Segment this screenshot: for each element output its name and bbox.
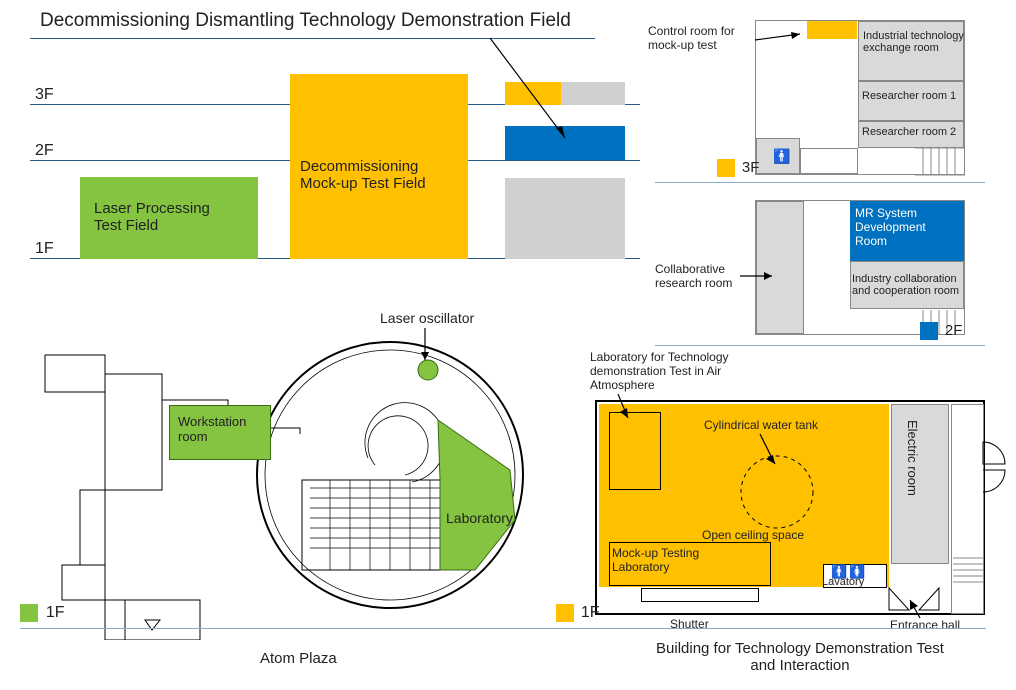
page-title: Decommissioning Dismantling Technology D… bbox=[40, 10, 571, 32]
f2-mr-label: MR System Development Room bbox=[855, 206, 926, 248]
f1-legend-text: 1F bbox=[581, 604, 600, 621]
f2-legend: 2F bbox=[920, 322, 962, 340]
f1-lab-air-label: Laboratory for Technology demonstration … bbox=[590, 350, 729, 392]
f1-electric-room bbox=[891, 404, 949, 564]
mockup-field-label: Decommissioning Mock-up Test Field bbox=[300, 158, 426, 192]
f1-shutter bbox=[641, 588, 759, 602]
plaza-caption: Atom Plaza bbox=[260, 650, 337, 667]
laser-oscillator-label: Laser oscillator bbox=[380, 310, 474, 326]
f3-legend-text: 3F bbox=[742, 159, 760, 176]
f1-open-ceiling: Open ceiling space bbox=[702, 528, 804, 542]
f3-itx-label: Industrial technology exchange room bbox=[863, 30, 964, 54]
f1-electric-label: Electric room bbox=[905, 420, 920, 496]
chart-2f-blue bbox=[505, 126, 625, 160]
f1-entrance-label: Entrance hall bbox=[890, 618, 960, 632]
title-underline bbox=[30, 38, 595, 39]
floor-label-2f: 2F bbox=[35, 142, 54, 160]
f3-baseline bbox=[655, 182, 985, 183]
f1-mockup-lab: Mock-up Testing Laboratory bbox=[612, 546, 699, 574]
floor-label-1f: 1F bbox=[35, 240, 54, 258]
f2-collab-room bbox=[756, 201, 804, 334]
f2-industry-label: Industry collaboration and cooperation r… bbox=[852, 273, 959, 297]
f2-legend-swatch bbox=[920, 322, 938, 340]
f2-collab-label: Collaborative research room bbox=[655, 262, 732, 290]
plaza-legend-swatch bbox=[20, 604, 38, 622]
chart-3f-grey bbox=[561, 82, 625, 105]
f3-r2-label: Researcher room 2 bbox=[862, 126, 956, 138]
floor-label-3f: 3F bbox=[35, 86, 54, 104]
f2-legend-text: 2F bbox=[945, 322, 963, 339]
workstation-label: Workstation room bbox=[178, 414, 246, 444]
f1-plan: 🚹 🚺 bbox=[595, 400, 985, 615]
chart-3f-yellow bbox=[505, 82, 561, 105]
laboratory-label: Laboratory bbox=[446, 510, 513, 526]
plaza-baseline bbox=[20, 628, 560, 629]
plaza-legend-text: 1F bbox=[46, 604, 65, 621]
f1-lavatory-label: Lavatory bbox=[822, 576, 864, 588]
f1-baseline bbox=[556, 628, 986, 629]
f1-legend: 1F bbox=[556, 604, 600, 622]
f3-control-label: Control room for mock-up test bbox=[648, 24, 735, 52]
plaza-legend: 1F bbox=[20, 604, 65, 622]
chart-1f-grey bbox=[505, 178, 625, 259]
f3-legend-swatch bbox=[717, 159, 735, 177]
laser-processing-label: Laser Processing Test Field bbox=[94, 200, 210, 234]
f1-tank-label: Cylindrical water tank bbox=[704, 418, 818, 432]
atom-plaza-plan bbox=[30, 300, 560, 640]
f3-legend: 3F bbox=[717, 159, 759, 177]
bldg-caption: Building for Technology Demonstration Te… bbox=[610, 640, 990, 674]
f3-r1-label: Researcher room 1 bbox=[862, 90, 956, 102]
f2-baseline bbox=[655, 345, 985, 346]
restroom-icon: 🚹 bbox=[773, 148, 790, 165]
f1-legend-swatch bbox=[556, 604, 574, 622]
